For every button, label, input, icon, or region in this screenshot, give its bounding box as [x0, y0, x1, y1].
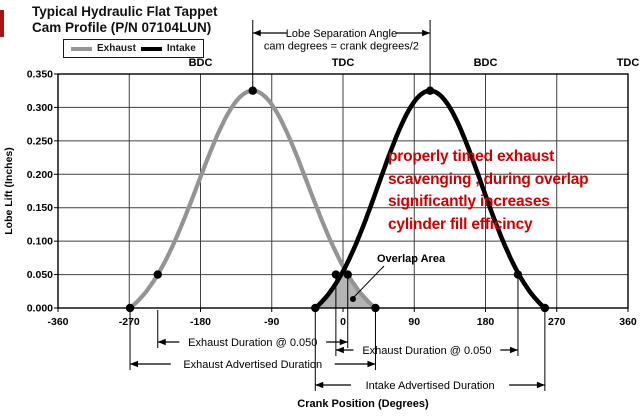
- arrowhead-icon: [367, 360, 376, 368]
- svg-text:0.100: 0.100: [27, 236, 53, 248]
- x-axis-title: Crank Position (Degrees): [297, 398, 429, 410]
- svg-text:Exhaust Duration @ 0.050: Exhaust Duration @ 0.050: [362, 345, 491, 357]
- data-point-marker: [248, 86, 257, 95]
- svg-text:Exhaust Duration @ 0.050: Exhaust Duration @ 0.050: [188, 337, 317, 349]
- y-axis-labels: 0.000 0.050 0.100 0.150 0.200 0.250 0.300 0.350: [27, 69, 58, 315]
- svg-text:270: 270: [548, 316, 566, 328]
- svg-text:Exhaust Advertised Duration: Exhaust Advertised Duration: [183, 359, 322, 371]
- arrowhead-icon: [315, 381, 324, 389]
- left-edge-red-mark: [0, 10, 4, 37]
- svg-text:0: 0: [340, 316, 346, 328]
- duration-annotations: Exhaust Duration @ 0.050 Exhaust Advertis…: [129, 278, 546, 392]
- svg-text:-360: -360: [47, 316, 68, 328]
- data-point-marker: [513, 270, 523, 279]
- arrowhead-icon: [509, 346, 518, 354]
- top-axis-labels: BDC TDC BDC TDC: [189, 57, 640, 69]
- svg-text:Crank Position (Degrees): Crank Position (Degrees): [297, 398, 429, 410]
- overlap-area-shading: [315, 269, 376, 308]
- svg-text:Overlap Area: Overlap Area: [377, 253, 446, 265]
- data-point-marker: [540, 303, 550, 313]
- svg-text:BDC: BDC: [474, 57, 498, 69]
- legend-intake-label: Intake: [166, 43, 196, 54]
- svg-text:-180: -180: [190, 316, 211, 328]
- arrowhead-icon: [335, 346, 344, 354]
- svg-text:180: 180: [477, 316, 495, 328]
- legend: Exhaust Intake: [63, 39, 204, 58]
- svg-text:Intake Advertised Duration: Intake Advertised Duration: [366, 380, 495, 392]
- figure-title-line1: Typical Hydraulic Flat Tappet: [32, 4, 218, 19]
- svg-text:0.300: 0.300: [27, 102, 53, 114]
- red-note-line3: significantly increases: [388, 193, 550, 210]
- figure-title: Typical Hydraulic Flat Tappet Cam Profil…: [32, 4, 218, 36]
- legend-intake-line-swatch: [140, 46, 162, 51]
- legend-exhaust-label: Exhaust: [97, 43, 136, 54]
- y-axis-title: Lobe Lift (Inches): [3, 147, 15, 235]
- legend-exhaust-line-swatch: [71, 46, 92, 51]
- arrowhead-icon: [536, 381, 545, 389]
- data-point-marker: [311, 303, 320, 313]
- svg-text:0.050: 0.050: [27, 269, 53, 281]
- red-note-line4: cylinder fill efficincy: [388, 215, 533, 233]
- curve-markers: [125, 86, 550, 313]
- svg-text:BDC: BDC: [189, 57, 213, 69]
- data-point-marker: [331, 270, 341, 279]
- svg-text:0.150: 0.150: [27, 202, 53, 214]
- overlap-area: [315, 269, 376, 308]
- data-point-marker: [125, 303, 135, 313]
- svg-text:360: 360: [619, 316, 637, 328]
- svg-text:0.350: 0.350: [27, 69, 53, 81]
- svg-text:0.000: 0.000: [27, 303, 53, 315]
- overlap-area-label: Overlap Area: [350, 253, 446, 302]
- arrowhead-icon: [157, 338, 166, 346]
- data-point-marker: [425, 86, 435, 95]
- red-annotation-note: properly timed exhaust scavenging , duri…: [388, 146, 589, 236]
- svg-text:-270: -270: [119, 316, 140, 328]
- svg-text:-90: -90: [264, 316, 279, 328]
- arrowhead-icon: [252, 29, 261, 37]
- data-point-marker: [343, 270, 352, 279]
- arrowhead-icon: [339, 338, 348, 346]
- data-point-marker: [153, 270, 162, 279]
- svg-text:cam degrees = crank degrees/2: cam degrees = crank degrees/2: [264, 41, 419, 53]
- red-note-line1: properly timed exhaust: [388, 148, 555, 165]
- arrowhead-icon: [422, 29, 431, 37]
- data-point-marker: [371, 303, 380, 313]
- svg-text:Lobe Separation Angle: Lobe Separation Angle: [286, 28, 397, 40]
- svg-text:0.250: 0.250: [27, 135, 53, 147]
- svg-text:TDC: TDC: [332, 57, 355, 69]
- svg-text:0.200: 0.200: [27, 169, 53, 181]
- x-axis-labels: -360 -270 -180 -90 0 90 180 270 360: [47, 308, 637, 328]
- svg-text:TDC: TDC: [617, 57, 640, 69]
- svg-text:Lobe Lift (Inches): Lobe Lift (Inches): [3, 147, 15, 235]
- svg-text:90: 90: [408, 316, 420, 328]
- arrowhead-icon: [130, 360, 139, 368]
- figure-title-line2: Cam Profile (P/N 07104LUN): [32, 20, 212, 35]
- red-note-line2: scavenging , during overlap: [388, 170, 589, 188]
